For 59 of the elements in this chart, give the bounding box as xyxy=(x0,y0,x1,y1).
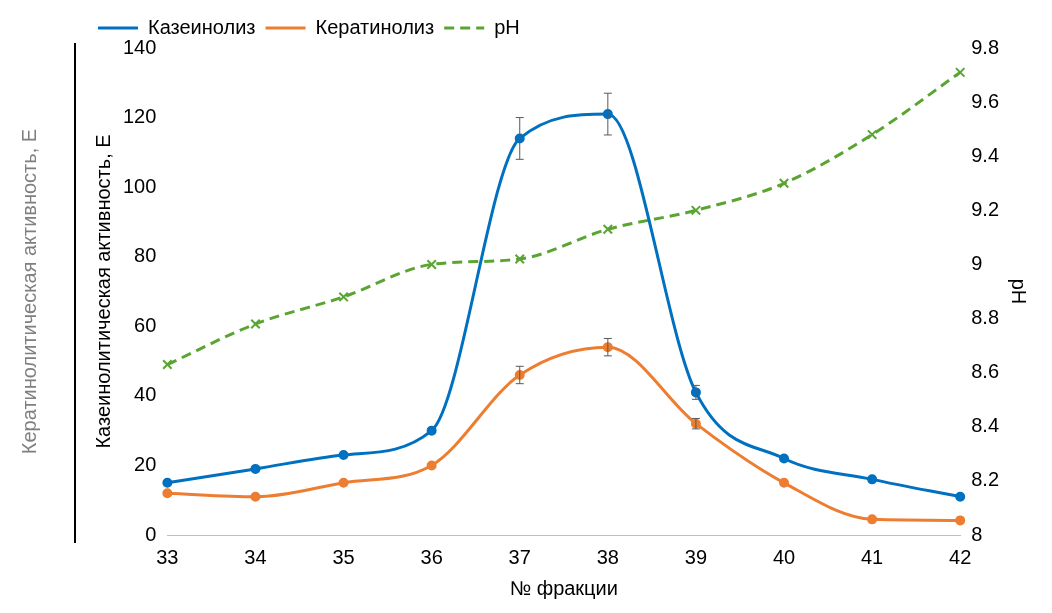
y2-tick-label: 8.4 xyxy=(971,414,1000,437)
y2-tick-label: 8.8 xyxy=(971,306,1000,329)
point xyxy=(867,514,878,525)
x-tick-label: 33 xyxy=(156,545,179,568)
legend-label: Кератинолиз xyxy=(315,15,435,38)
y-tick-label: 140 xyxy=(122,35,157,58)
x-tick-label: 40 xyxy=(772,545,796,568)
point xyxy=(426,259,437,270)
x-tick-label: 36 xyxy=(420,545,443,568)
point xyxy=(955,515,966,526)
x-tick-label: 34 xyxy=(244,545,267,568)
y-tick-label: 60 xyxy=(134,313,157,336)
point xyxy=(338,449,349,460)
x-tick-label: 38 xyxy=(596,545,619,568)
point xyxy=(954,67,966,78)
y-tick-label: 20 xyxy=(134,452,157,475)
point xyxy=(250,318,261,330)
y2-tick-label: 8.2 xyxy=(971,468,1000,491)
point xyxy=(778,178,790,189)
y2-tick-label: 8.6 xyxy=(971,360,1000,383)
x-tick-label: 37 xyxy=(508,545,531,568)
legend-label: pH xyxy=(494,15,520,38)
point xyxy=(602,224,614,235)
y2-tick-label: 9.4 xyxy=(971,143,1000,166)
point xyxy=(338,477,349,488)
point xyxy=(779,477,790,488)
point xyxy=(426,460,437,471)
point xyxy=(514,253,525,265)
text: Кератинолитическая активность, Е xyxy=(17,128,40,455)
y2-tick-label: 8 xyxy=(971,522,983,545)
point xyxy=(250,463,261,474)
y-tick-label: 120 xyxy=(122,105,157,128)
y-tick-label: 0 xyxy=(145,522,157,545)
point xyxy=(866,129,878,140)
point xyxy=(162,359,173,370)
point xyxy=(250,491,261,502)
x-tick-label: 41 xyxy=(860,545,884,568)
legend-label: Казеинолиз xyxy=(148,15,256,38)
point xyxy=(690,205,702,216)
point xyxy=(426,425,437,436)
y-axis-title: Казеинолитическая активность, Е xyxy=(91,134,114,449)
y2-tick-label: 9.6 xyxy=(971,89,1000,112)
point xyxy=(338,291,349,303)
x-tick-label: 39 xyxy=(684,545,708,568)
point xyxy=(162,488,173,499)
point xyxy=(867,474,878,485)
y2-tick-label: 9.8 xyxy=(971,35,1000,58)
y2-tick-label: 9 xyxy=(971,251,983,274)
y2-axis-title: pH xyxy=(1008,278,1031,305)
point xyxy=(955,491,966,502)
point xyxy=(779,453,790,464)
y-tick-label: 100 xyxy=(122,174,157,197)
x-tick-label: 42 xyxy=(949,545,972,568)
y2-tick-label: 9.2 xyxy=(971,197,1000,220)
x-axis-title: № фракции xyxy=(509,576,618,599)
x-tick-label: 35 xyxy=(332,545,355,568)
y-tick-label: 40 xyxy=(134,383,157,406)
point xyxy=(162,477,173,488)
y-tick-label: 80 xyxy=(134,244,157,267)
